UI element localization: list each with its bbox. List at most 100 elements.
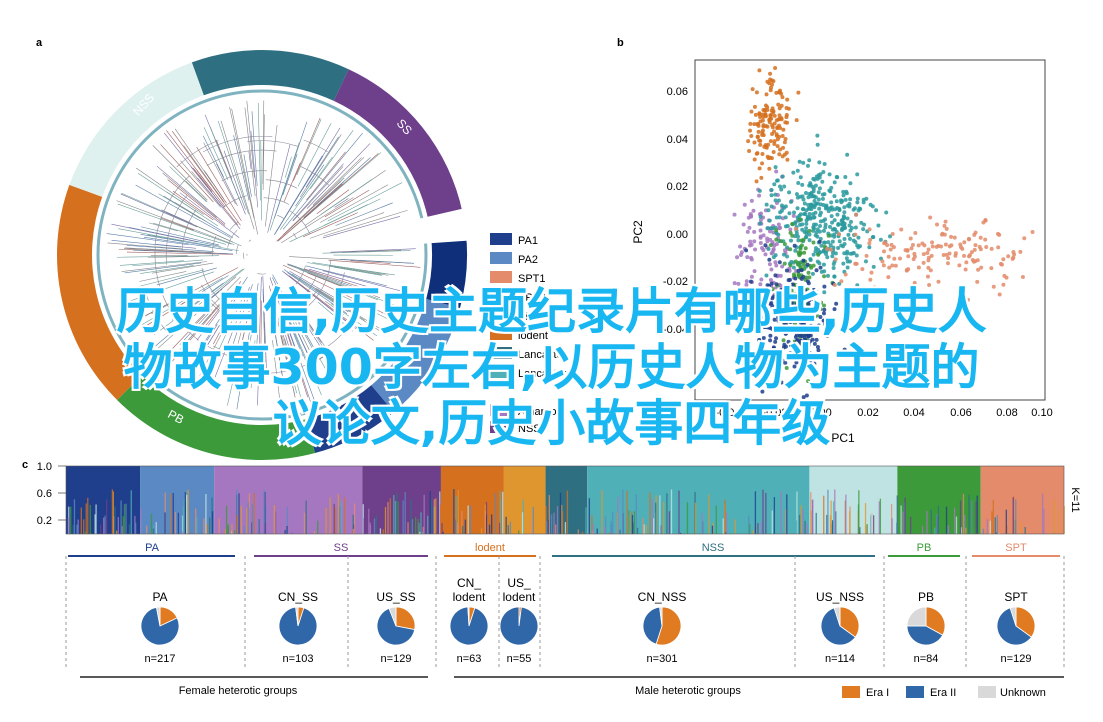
scatter-point xyxy=(947,244,952,249)
scatter-point xyxy=(816,197,821,202)
scatter-point xyxy=(809,190,814,195)
scatter-plot-frame xyxy=(694,59,1046,401)
scatter-point xyxy=(806,332,811,337)
scatter-point xyxy=(856,235,861,240)
scatter-point xyxy=(814,222,819,227)
scatter-point xyxy=(806,202,811,207)
pie-label-us-ss: US_SS xyxy=(376,590,415,604)
strip-bar xyxy=(480,528,483,534)
scatter-point xyxy=(1020,275,1025,280)
scatter-point xyxy=(799,243,804,248)
tree-arc xyxy=(289,265,306,291)
strip-bar xyxy=(811,499,814,534)
era-legend: Era I Era II Unknown xyxy=(842,686,1046,699)
strip-bar xyxy=(77,519,79,534)
scatter-point xyxy=(774,301,779,306)
scatter-point xyxy=(876,223,881,228)
scatter-point xyxy=(944,226,949,231)
scatter-point xyxy=(761,114,766,119)
tree-branch xyxy=(203,324,218,346)
scatter-point xyxy=(967,253,972,258)
tree-branch xyxy=(322,250,411,254)
scatter-point xyxy=(886,275,891,280)
legend-label-nsss: NSSS xyxy=(518,423,548,435)
scatter-point xyxy=(769,112,774,117)
scatter-point xyxy=(897,256,902,261)
strip-bar xyxy=(152,528,155,534)
strip-bar xyxy=(439,491,441,534)
strip-frame xyxy=(65,465,1065,535)
scatter-point xyxy=(847,223,852,228)
strip-bar xyxy=(491,514,493,534)
strip-bar xyxy=(172,493,174,534)
scatter-point xyxy=(748,121,753,126)
strip-bar xyxy=(546,520,548,534)
tree-branch xyxy=(250,130,259,208)
legend-swatch-spt1 xyxy=(490,271,512,283)
scatter-point xyxy=(843,272,848,277)
x-tick-2: 0.00 xyxy=(810,407,831,419)
scatter-point xyxy=(812,198,817,203)
scatter-point xyxy=(775,137,780,142)
scatter-point xyxy=(760,309,765,314)
scatter-point xyxy=(749,109,754,114)
tree-branch xyxy=(317,301,353,332)
scatter-point xyxy=(779,103,784,108)
tree-branch xyxy=(156,243,197,249)
strip-bar xyxy=(369,522,371,534)
scatter-point xyxy=(760,389,765,394)
scatter-point xyxy=(739,322,744,327)
strip-bar xyxy=(284,529,286,534)
scatter-point xyxy=(782,261,787,266)
scatter-point xyxy=(754,151,759,156)
strip-bar xyxy=(609,532,611,534)
scatter-point xyxy=(848,219,853,224)
strip-bar xyxy=(964,515,966,534)
scatter-point xyxy=(757,166,762,171)
strip-bar xyxy=(339,506,341,534)
tree-branch xyxy=(126,245,214,252)
scatter-point xyxy=(748,279,753,284)
scatter-point xyxy=(808,358,813,363)
tree-branch xyxy=(272,317,283,375)
scatter-point xyxy=(774,242,779,247)
strip-bar xyxy=(633,511,636,534)
scatter-point xyxy=(772,141,777,146)
scatter-point xyxy=(801,366,806,371)
scatter-point xyxy=(854,253,859,258)
scatter-point xyxy=(773,66,778,71)
legend-swatch-spt2 xyxy=(490,290,512,302)
pie-us-lodent xyxy=(499,606,539,646)
scatter-point xyxy=(764,145,769,150)
pie-label-line: US_ xyxy=(507,576,531,590)
scatter-point xyxy=(984,245,989,250)
tree-branch xyxy=(233,135,250,201)
tree-arc xyxy=(143,286,169,334)
scatter-point xyxy=(825,255,830,260)
scatter-point xyxy=(735,255,740,260)
tree-branch xyxy=(215,139,233,180)
scatter-point xyxy=(842,215,847,220)
era-pies: PA n=217 CN_SS n=103 US_SS n=129 CN_ lode… xyxy=(140,576,1036,665)
scatter-point xyxy=(768,243,773,248)
scatter-point xyxy=(855,172,860,177)
tree-arc xyxy=(265,179,298,189)
scatter-point xyxy=(822,269,827,274)
strip-bar xyxy=(379,528,382,534)
scatter-point xyxy=(763,287,768,292)
scatter-point xyxy=(798,175,803,180)
tree-branch xyxy=(233,332,242,362)
scatter-point xyxy=(745,342,750,347)
strip-bar xyxy=(708,494,710,534)
tree-branch xyxy=(285,327,313,406)
tree-branch xyxy=(153,222,227,245)
scatter-point xyxy=(771,354,776,359)
strip-bar xyxy=(1051,529,1054,534)
scatter-point xyxy=(745,255,750,260)
scatter-point xyxy=(783,204,788,209)
strip-bar xyxy=(996,515,998,534)
scatter-point xyxy=(818,210,823,215)
strip-bar xyxy=(455,496,457,534)
scatter-point xyxy=(769,267,774,272)
scatter-point xyxy=(804,393,809,398)
